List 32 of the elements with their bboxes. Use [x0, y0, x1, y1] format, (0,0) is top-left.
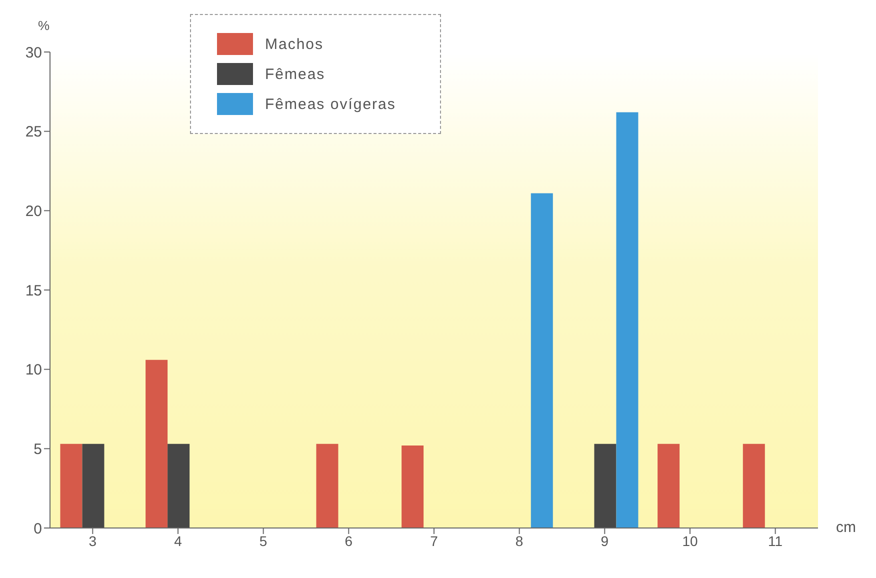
x-tick-label: 11	[768, 532, 783, 549]
x-tick-label: 10	[682, 532, 698, 549]
x-axis-title: cm	[836, 519, 856, 536]
y-tick-label: 25	[25, 124, 42, 141]
bar	[402, 445, 424, 528]
bar	[316, 444, 338, 528]
y-tick-label: 5	[34, 440, 42, 458]
bar	[60, 444, 82, 528]
legend-label: Fêmeas	[265, 66, 326, 82]
bar	[594, 444, 616, 528]
x-tick-label: 9	[600, 532, 609, 549]
bar	[742, 444, 765, 528]
legend-label: Machos	[265, 36, 324, 52]
bar	[658, 444, 680, 528]
x-tick-label: 7	[430, 532, 438, 549]
x-tick-label: 6	[344, 532, 353, 549]
bar	[82, 444, 104, 528]
y-tick-label: 20	[25, 202, 42, 220]
bar	[530, 193, 553, 528]
y-tick-label: 10	[25, 362, 42, 379]
y-axis-title: %	[38, 18, 50, 33]
x-tick-label: 3	[88, 532, 97, 549]
y-tick-label: 15	[25, 282, 42, 300]
bar	[146, 360, 168, 528]
bar	[616, 112, 638, 528]
legend-label: Fêmeas ovígeras	[265, 96, 396, 112]
y-tick-label: 0	[34, 520, 42, 538]
y-tick-label: 30	[25, 44, 42, 62]
bar	[168, 444, 190, 528]
x-tick-label: 4	[174, 532, 182, 549]
x-tick-label: 8	[515, 532, 524, 549]
x-tick-label: 5	[259, 532, 268, 549]
